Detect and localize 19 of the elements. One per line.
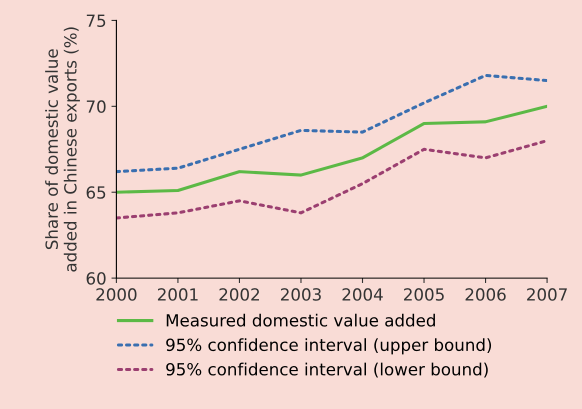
- y-tick-label: 75: [86, 14, 106, 28]
- y-tick-label: 70: [86, 100, 106, 113]
- x-tick-label: 2007: [527, 288, 567, 301]
- x-tick-label: 2006: [466, 288, 506, 301]
- x-tick-label: 2005: [404, 288, 444, 301]
- x-tick-label: 2004: [342, 288, 383, 301]
- legend-label: Measured domestic value added: [166, 314, 435, 327]
- legend-label: 95% confidence interval (lower bound): [166, 362, 488, 378]
- line-series: [116, 139, 548, 220]
- x-tick-label: 2001: [158, 288, 198, 301]
- line-series: [116, 74, 548, 174]
- x-tick-label: 2003: [280, 288, 321, 301]
- legend-label: 95% confidence interval (upper bound): [166, 338, 492, 354]
- x-tick-label: 2002: [219, 288, 259, 301]
- x-tick-label: 2000: [96, 288, 136, 301]
- y-tick-label: 60: [86, 272, 106, 285]
- y-axis-title: Share of domestic value added in Chinese exports (%): [45, 27, 80, 272]
- line-series: [116, 104, 548, 194]
- y-tick-label: 65: [86, 186, 106, 199]
